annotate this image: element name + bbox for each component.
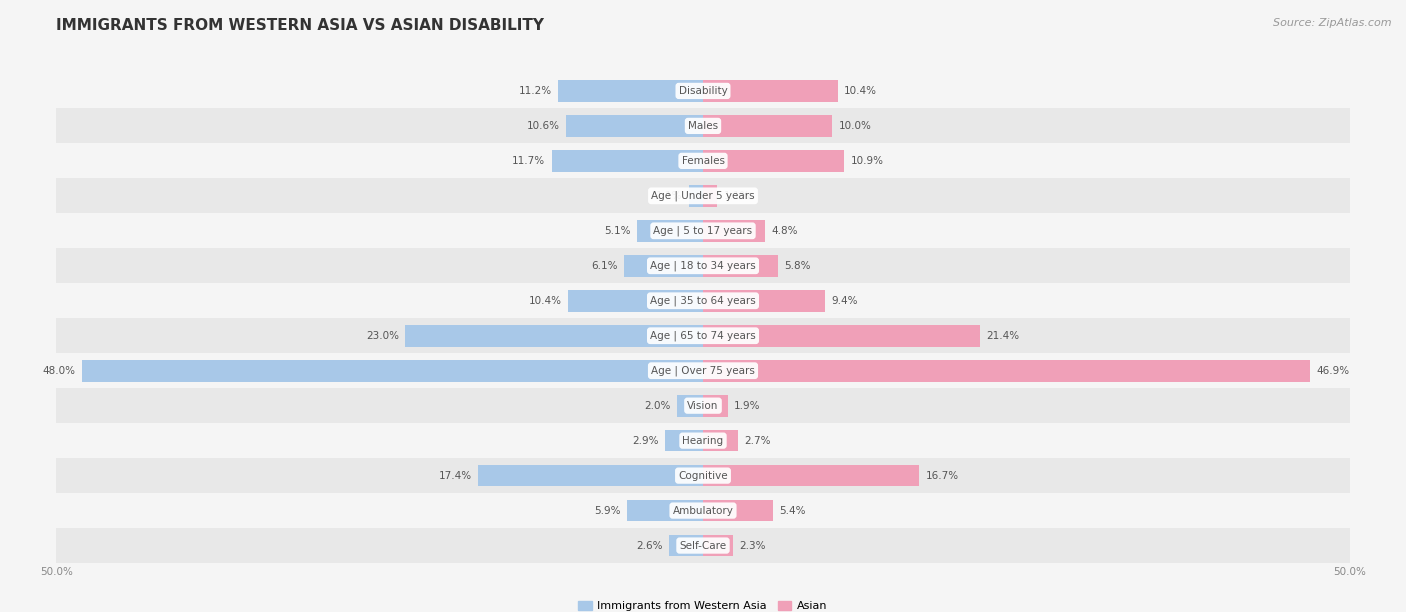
Bar	[669, 535, 703, 556]
Text: Self-Care: Self-Care	[679, 540, 727, 551]
Text: Age | 18 to 34 years: Age | 18 to 34 years	[650, 261, 756, 271]
Bar	[689, 185, 703, 207]
Bar	[56, 248, 1350, 283]
Text: 21.4%: 21.4%	[986, 330, 1019, 341]
Bar	[56, 528, 1350, 563]
Bar	[703, 465, 920, 487]
Text: 9.4%: 9.4%	[831, 296, 858, 306]
Text: Age | 65 to 74 years: Age | 65 to 74 years	[650, 330, 756, 341]
Bar	[56, 318, 1350, 353]
Text: 10.0%: 10.0%	[839, 121, 872, 131]
Text: Source: ZipAtlas.com: Source: ZipAtlas.com	[1274, 18, 1392, 28]
Legend: Immigrants from Western Asia, Asian: Immigrants from Western Asia, Asian	[578, 601, 828, 611]
Text: Disability: Disability	[679, 86, 727, 96]
Text: 10.4%: 10.4%	[844, 86, 877, 96]
Bar	[56, 73, 1350, 108]
Text: Ambulatory: Ambulatory	[672, 506, 734, 515]
Bar	[56, 458, 1350, 493]
Bar	[703, 290, 824, 312]
Bar	[665, 430, 703, 452]
Bar	[703, 360, 1309, 381]
Bar	[703, 115, 832, 136]
Text: 17.4%: 17.4%	[439, 471, 471, 480]
Text: 10.4%: 10.4%	[529, 296, 562, 306]
Text: 46.9%: 46.9%	[1316, 366, 1350, 376]
Text: Age | Under 5 years: Age | Under 5 years	[651, 190, 755, 201]
Bar	[703, 150, 844, 172]
Bar	[703, 255, 778, 277]
Bar	[56, 214, 1350, 248]
Text: 4.8%: 4.8%	[772, 226, 799, 236]
Bar	[56, 178, 1350, 214]
Bar	[565, 115, 703, 136]
Bar	[56, 143, 1350, 178]
Bar	[624, 255, 703, 277]
Bar	[558, 80, 703, 102]
Text: 11.2%: 11.2%	[519, 86, 551, 96]
Bar	[703, 500, 773, 521]
Text: 6.1%: 6.1%	[591, 261, 617, 271]
Bar	[478, 465, 703, 487]
Bar	[56, 108, 1350, 143]
Text: 48.0%: 48.0%	[42, 366, 76, 376]
Bar	[56, 423, 1350, 458]
Bar	[703, 220, 765, 242]
Text: 23.0%: 23.0%	[366, 330, 399, 341]
Bar	[703, 535, 733, 556]
Bar	[703, 325, 980, 346]
Text: 1.9%: 1.9%	[734, 401, 761, 411]
Text: 1.1%: 1.1%	[724, 191, 751, 201]
Text: 5.4%: 5.4%	[779, 506, 806, 515]
Bar	[703, 185, 717, 207]
Text: Hearing: Hearing	[682, 436, 724, 446]
Bar	[56, 353, 1350, 388]
Bar	[56, 493, 1350, 528]
Text: 5.8%: 5.8%	[785, 261, 811, 271]
Bar	[568, 290, 703, 312]
Bar	[637, 220, 703, 242]
Text: 2.3%: 2.3%	[740, 540, 766, 551]
Text: 2.9%: 2.9%	[633, 436, 659, 446]
Bar	[405, 325, 703, 346]
Text: Age | 5 to 17 years: Age | 5 to 17 years	[654, 226, 752, 236]
Bar	[56, 388, 1350, 423]
Bar	[56, 283, 1350, 318]
Text: 1.1%: 1.1%	[655, 191, 682, 201]
Text: 2.6%: 2.6%	[637, 540, 662, 551]
Bar	[551, 150, 703, 172]
Text: Males: Males	[688, 121, 718, 131]
Text: IMMIGRANTS FROM WESTERN ASIA VS ASIAN DISABILITY: IMMIGRANTS FROM WESTERN ASIA VS ASIAN DI…	[56, 18, 544, 34]
Bar	[703, 80, 838, 102]
Text: Vision: Vision	[688, 401, 718, 411]
Text: Females: Females	[682, 156, 724, 166]
Text: Age | Over 75 years: Age | Over 75 years	[651, 365, 755, 376]
Text: 11.7%: 11.7%	[512, 156, 546, 166]
Text: Age | 35 to 64 years: Age | 35 to 64 years	[650, 296, 756, 306]
Text: 10.6%: 10.6%	[526, 121, 560, 131]
Text: 2.0%: 2.0%	[644, 401, 671, 411]
Text: 5.1%: 5.1%	[605, 226, 630, 236]
Bar	[82, 360, 703, 381]
Text: 5.9%: 5.9%	[593, 506, 620, 515]
Text: Cognitive: Cognitive	[678, 471, 728, 480]
Bar	[678, 395, 703, 417]
Text: 10.9%: 10.9%	[851, 156, 883, 166]
Text: 16.7%: 16.7%	[925, 471, 959, 480]
Text: 2.7%: 2.7%	[744, 436, 770, 446]
Bar	[703, 430, 738, 452]
Bar	[703, 395, 727, 417]
Bar	[627, 500, 703, 521]
